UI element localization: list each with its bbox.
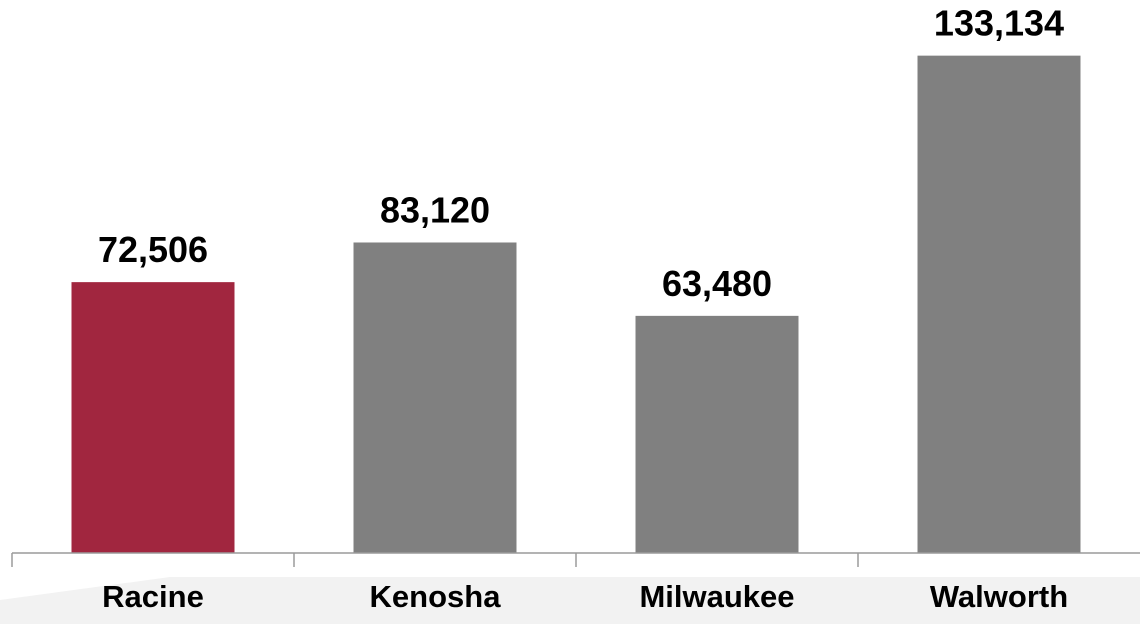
bars-group: [71, 55, 1081, 553]
value-label-kenosha: 83,120: [380, 189, 490, 230]
category-label-walworth: Walworth: [930, 579, 1068, 614]
bar-racine: [71, 282, 235, 553]
category-label-kenosha: Kenosha: [370, 579, 502, 614]
value-label-walworth: 133,134: [934, 3, 1064, 44]
value-label-milwaukee: 63,480: [662, 263, 772, 304]
labels-group: 72,506 Racine 83,120 Kenosha 63,480 Milwaukee…: [98, 3, 1068, 614]
category-label-milwaukee: Milwaukee: [639, 579, 794, 614]
x-axis: [11, 552, 1140, 567]
bar-walworth: [917, 55, 1081, 553]
background-shade: [0, 577, 1140, 624]
category-label-racine: Racine: [102, 579, 204, 614]
bar-milwaukee: [635, 315, 799, 553]
value-label-racine: 72,506: [98, 229, 208, 270]
bar-kenosha: [353, 242, 517, 553]
